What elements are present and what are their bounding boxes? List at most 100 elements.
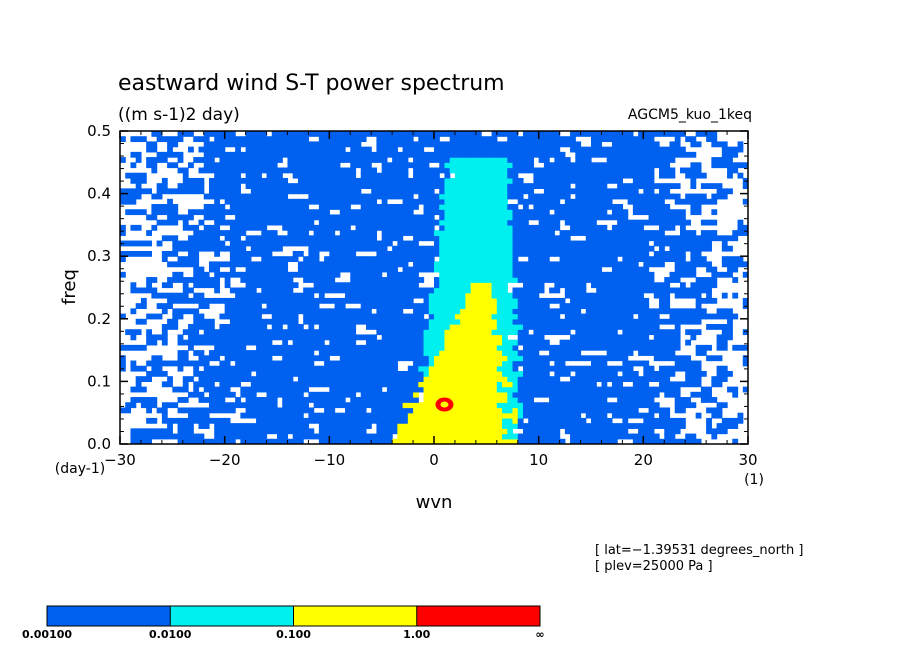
heatmap-cell	[653, 423, 660, 429]
heatmap-cell	[522, 329, 529, 336]
heatmap-cell	[198, 230, 205, 236]
heatmap-cell	[345, 245, 351, 252]
heatmap-cell	[517, 230, 524, 236]
heatmap-cell	[460, 308, 466, 315]
heatmap-cell	[596, 235, 603, 242]
heatmap-cell	[533, 277, 540, 283]
heatmap-cell	[402, 324, 409, 330]
heatmap-cell	[407, 313, 414, 320]
heatmap-cell	[402, 329, 409, 336]
heatmap-cell	[381, 219, 388, 226]
heatmap-cell	[611, 324, 618, 330]
heatmap-cell	[256, 428, 262, 435]
heatmap-cell	[345, 370, 351, 377]
heatmap-cell	[193, 313, 200, 320]
heatmap-cell	[575, 287, 582, 294]
heatmap-cell	[188, 360, 194, 367]
heatmap-cell	[313, 355, 320, 362]
heatmap-cell	[528, 402, 535, 409]
heatmap-cell	[345, 350, 351, 356]
heatmap-cell	[245, 355, 252, 362]
heatmap-cell	[434, 277, 440, 283]
heatmap-cell	[496, 188, 503, 195]
heatmap-cell	[303, 339, 309, 346]
heatmap-cell	[439, 412, 446, 419]
heatmap-cell	[161, 334, 168, 341]
heatmap-cell	[434, 308, 440, 315]
heatmap-cell	[130, 282, 137, 289]
heatmap-cell	[334, 417, 341, 424]
heatmap-cell	[297, 235, 304, 242]
heatmap-cell	[339, 219, 346, 226]
heatmap-cell	[324, 370, 330, 377]
heatmap-cell	[413, 266, 419, 273]
heatmap-cell	[434, 381, 440, 388]
heatmap-cell	[502, 167, 508, 174]
heatmap-cell	[617, 297, 623, 304]
heatmap-cell	[413, 271, 419, 278]
heatmap-cell	[538, 324, 545, 330]
heatmap-cell	[512, 355, 519, 362]
heatmap-cell	[622, 370, 629, 377]
heatmap-cell	[188, 324, 194, 330]
heatmap-cell	[350, 177, 357, 184]
heatmap-cell	[596, 271, 603, 278]
heatmap-cell	[570, 412, 576, 419]
heatmap-cell	[250, 318, 257, 325]
heatmap-cell	[470, 381, 477, 388]
heatmap-cell	[140, 240, 147, 247]
heatmap-cell	[339, 214, 346, 221]
heatmap-cell	[193, 235, 200, 242]
heatmap-cell	[706, 219, 712, 226]
heatmap-cell	[245, 428, 252, 435]
heatmap-cell	[454, 370, 461, 377]
heatmap-cell	[638, 350, 644, 356]
heatmap-cell	[481, 204, 487, 210]
heatmap-cell	[481, 282, 487, 289]
heatmap-cell	[229, 438, 236, 444]
heatmap-cell	[491, 381, 498, 388]
heatmap-cell	[643, 235, 650, 242]
heatmap-cell	[355, 412, 362, 419]
heatmap-cell	[135, 397, 142, 403]
heatmap-cell	[533, 365, 540, 372]
heatmap-cell	[266, 271, 273, 278]
heatmap-cell	[297, 167, 304, 174]
heatmap-cell	[229, 250, 236, 257]
heatmap-cell	[198, 350, 205, 356]
heatmap-cell	[638, 256, 644, 263]
heatmap-cell	[460, 250, 466, 257]
heatmap-cell	[318, 235, 325, 242]
heatmap-cell	[297, 219, 304, 226]
heatmap-cell	[491, 402, 498, 409]
heatmap-cell	[292, 235, 299, 242]
heatmap-cell	[439, 423, 446, 429]
heatmap-cell	[182, 428, 189, 435]
heatmap-cell	[235, 423, 241, 429]
heatmap-cell	[695, 381, 702, 388]
heatmap-cell	[465, 428, 472, 435]
heatmap-cell	[491, 292, 498, 299]
heatmap-cell	[308, 417, 315, 424]
heatmap-cell	[564, 370, 571, 377]
heatmap-cell	[250, 339, 257, 346]
heatmap-cell	[533, 235, 540, 242]
heatmap-cell	[559, 266, 566, 273]
heatmap-cell	[439, 365, 446, 372]
heatmap-cell	[308, 407, 315, 414]
heatmap-cell	[679, 355, 686, 362]
heatmap-cell	[324, 417, 330, 424]
heatmap-cell	[156, 219, 163, 226]
heatmap-cell	[460, 240, 466, 247]
heatmap-cell	[313, 240, 320, 247]
heatmap-cell	[386, 177, 393, 184]
heatmap-cell	[245, 412, 252, 419]
heatmap-cell	[507, 355, 514, 362]
heatmap-cell	[475, 313, 482, 320]
heatmap-cell	[203, 214, 210, 221]
heatmap-cell	[664, 204, 671, 210]
heatmap-cell	[334, 224, 341, 231]
heatmap-cell	[643, 412, 650, 419]
heatmap-cell	[606, 428, 613, 435]
heatmap-cell	[392, 183, 398, 189]
